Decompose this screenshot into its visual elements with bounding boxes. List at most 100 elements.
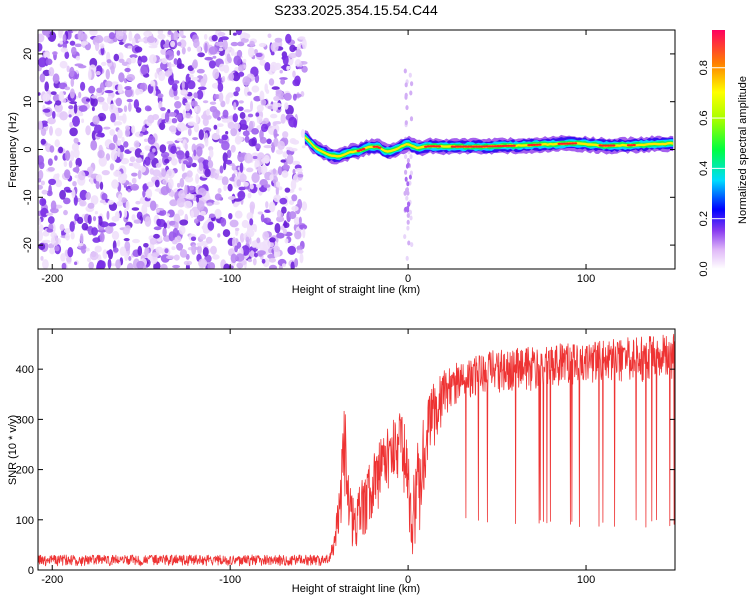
noise-speckle bbox=[95, 174, 103, 183]
noise-speckle bbox=[207, 262, 216, 269]
noise-speckle bbox=[173, 58, 178, 66]
noise-speckle bbox=[104, 90, 114, 94]
noise-speckle bbox=[218, 92, 224, 103]
noise-speckle bbox=[222, 39, 228, 51]
noise-speckle bbox=[110, 263, 117, 267]
noise-speckle bbox=[58, 146, 64, 154]
noise-speckle bbox=[80, 81, 86, 91]
noise-speckle bbox=[163, 43, 170, 49]
snr-series-line bbox=[38, 333, 675, 567]
noise-speckle bbox=[242, 76, 251, 86]
noise-speckle bbox=[277, 166, 283, 176]
noise-speckle bbox=[232, 32, 237, 36]
noise-speckle bbox=[177, 112, 183, 122]
noise-speckle bbox=[164, 111, 170, 123]
noise-speckle bbox=[186, 170, 193, 178]
ridge-tail-speckle bbox=[406, 181, 410, 187]
noise-speckle bbox=[105, 224, 114, 234]
noise-speckle bbox=[268, 257, 276, 263]
noise-speckle bbox=[111, 230, 120, 240]
noise-speckle bbox=[182, 109, 186, 119]
snr-y-axis-label: SNR (10 * v/v) bbox=[7, 415, 19, 485]
noise-speckle bbox=[129, 54, 138, 59]
noise-speckle bbox=[294, 230, 302, 240]
noise-speckle bbox=[251, 240, 257, 248]
noise-speckle bbox=[222, 152, 228, 163]
noise-speckle bbox=[271, 86, 280, 90]
noise-speckle bbox=[279, 69, 283, 74]
noise-speckle bbox=[283, 92, 292, 101]
noise-speckle bbox=[119, 151, 124, 160]
noise-speckle bbox=[77, 30, 84, 41]
noise-speckle bbox=[78, 105, 88, 112]
noise-speckle bbox=[78, 170, 86, 181]
ridge-peak-mark bbox=[532, 143, 537, 146]
noise-speckle bbox=[247, 46, 255, 58]
noise-speckle bbox=[94, 124, 103, 134]
noise-speckle bbox=[126, 74, 136, 82]
noise-speckle bbox=[60, 252, 66, 262]
noise-speckle bbox=[38, 217, 42, 225]
noise-speckle bbox=[164, 158, 170, 164]
noise-speckle bbox=[275, 185, 279, 197]
noise-speckle bbox=[223, 161, 227, 171]
ridge-peak-mark bbox=[434, 145, 439, 148]
noise-speckle bbox=[177, 209, 184, 216]
noise-speckle bbox=[136, 260, 145, 269]
noise-speckle bbox=[221, 140, 230, 151]
noise-speckle bbox=[265, 89, 270, 94]
noise-speckle bbox=[106, 250, 112, 255]
noise-speckle bbox=[113, 170, 122, 177]
noise-speckle bbox=[260, 99, 267, 106]
noise-speckle bbox=[110, 112, 116, 123]
noise-speckle bbox=[179, 219, 189, 226]
noise-speckle bbox=[153, 226, 162, 231]
noise-speckle bbox=[168, 125, 177, 132]
noise-speckle bbox=[257, 211, 263, 215]
noise-speckle bbox=[108, 32, 116, 40]
noise-speckle bbox=[69, 121, 74, 128]
noise-speckle bbox=[259, 136, 267, 144]
noise-speckle bbox=[45, 58, 53, 66]
noise-speckle bbox=[40, 138, 46, 145]
noise-speckle bbox=[281, 170, 289, 178]
noise-speckle bbox=[273, 121, 282, 125]
noise-speckle bbox=[113, 247, 119, 253]
colorbar-label: Normalized spectral amplitude bbox=[737, 76, 749, 224]
noise-speckle bbox=[152, 114, 160, 120]
noise-speckle bbox=[237, 190, 246, 201]
noise-speckle bbox=[195, 113, 199, 124]
noise-speckle bbox=[222, 75, 226, 83]
snr-panel: -200 -100 0 100 0 100 200 300 400 Height of str… bbox=[7, 328, 676, 595]
noise-speckle bbox=[185, 103, 191, 112]
ridge-peak-mark bbox=[426, 145, 431, 148]
noise-speckle bbox=[170, 145, 177, 154]
noise-speckle bbox=[255, 52, 263, 58]
noise-speckle bbox=[295, 49, 302, 58]
noise-speckle bbox=[406, 219, 410, 225]
noise-speckle bbox=[79, 233, 84, 244]
noise-speckle bbox=[184, 142, 188, 151]
ridge-peak-mark bbox=[527, 144, 531, 147]
noise-speckle bbox=[239, 119, 247, 127]
noise-speckle bbox=[259, 59, 266, 66]
colorbar-ticks: 0.0 0.2 0.4 0.6 0.8 bbox=[698, 60, 725, 277]
noise-speckle bbox=[131, 172, 138, 177]
noise-speckle bbox=[273, 137, 279, 147]
noise-speckle bbox=[194, 218, 199, 224]
ridge-peak-mark bbox=[530, 143, 534, 147]
ridge-peak-mark bbox=[557, 142, 562, 145]
ridge-peak-mark bbox=[570, 142, 575, 145]
noise-speckle bbox=[157, 93, 164, 99]
noise-speckle bbox=[47, 216, 55, 224]
noise-speckle bbox=[239, 112, 246, 119]
ridge-peak-mark bbox=[603, 144, 608, 147]
noise-speckle bbox=[260, 164, 268, 175]
ridge-peak-mark bbox=[498, 145, 503, 148]
noise-speckle bbox=[206, 108, 210, 116]
noise-speckle bbox=[284, 187, 291, 193]
noise-speckle bbox=[210, 245, 217, 255]
noise-speckle bbox=[213, 94, 221, 100]
noise-speckle bbox=[67, 247, 74, 258]
noise-speckle bbox=[133, 162, 141, 169]
